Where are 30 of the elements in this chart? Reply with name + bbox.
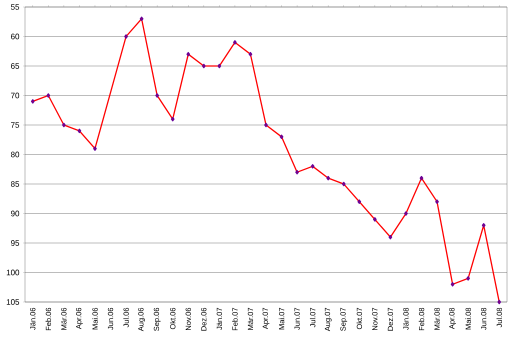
point (404, 211, 408, 216)
point (264, 122, 268, 128)
point (30, 99, 35, 104)
point (295, 170, 299, 174)
point (140, 16, 144, 22)
point (248, 52, 252, 56)
point (186, 52, 190, 56)
point (482, 223, 486, 228)
point (450, 282, 454, 287)
point (155, 93, 160, 98)
point (342, 182, 346, 186)
point (124, 34, 128, 39)
point (497, 300, 502, 304)
point (357, 199, 362, 204)
point (310, 164, 314, 169)
point (466, 276, 470, 281)
point (326, 176, 330, 180)
point (62, 122, 66, 128)
point (388, 234, 392, 240)
point (280, 134, 284, 140)
point (373, 217, 377, 222)
point (202, 64, 206, 68)
point (46, 93, 50, 98)
point (218, 64, 222, 68)
point (78, 128, 82, 134)
point (420, 176, 424, 180)
point (170, 116, 175, 122)
point (233, 40, 237, 45)
point (435, 199, 439, 204)
point (93, 146, 97, 151)
